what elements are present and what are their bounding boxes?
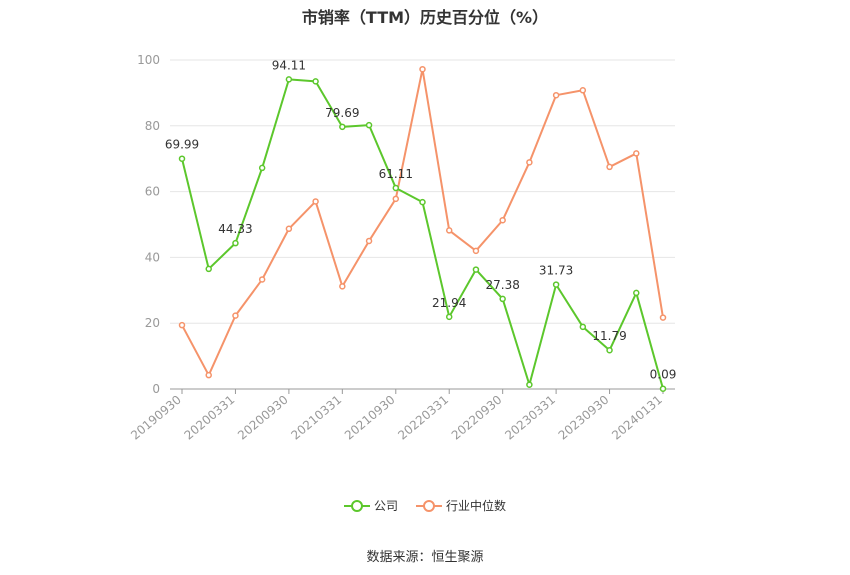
data-point-industry-median [392, 195, 400, 203]
data-point-industry-median [445, 227, 453, 234]
line-chart: 0204060801002019093020200331202009302021… [128, 53, 677, 443]
data-label: 69.99 [165, 138, 199, 152]
data-point-industry-median [526, 159, 533, 166]
data-point-company [472, 266, 480, 273]
data-point-company [339, 123, 346, 131]
data-point-industry-median [606, 163, 613, 171]
data-label: 0.09 [650, 368, 677, 382]
x-tick-label: 20230930 [556, 393, 612, 443]
data-label: 61.11 [379, 167, 413, 181]
legend-item-company[interactable]: 公司 [343, 497, 398, 514]
data-label: 31.73 [539, 264, 573, 278]
x-tick-label: 20230331 [502, 393, 558, 443]
legend-company-marker-icon [343, 499, 370, 512]
x-tick-label: 20240131 [609, 393, 665, 443]
legend: 公司 行业中位数 [0, 497, 850, 514]
data-point-company [205, 265, 212, 273]
data-point-company [552, 281, 560, 288]
x-tick-label: 20200331 [182, 393, 238, 443]
data-point-company [445, 313, 453, 321]
data-point-industry-median [472, 247, 480, 255]
data-point-company [285, 76, 293, 83]
data-point-company [499, 295, 506, 303]
y-tick-label: 100 [137, 53, 160, 67]
series-line-industry-median [181, 68, 664, 377]
data-point-industry-median [579, 87, 587, 94]
data-point-company [526, 381, 533, 388]
data-point-industry-median [499, 216, 506, 224]
data-point-industry-median [232, 312, 239, 319]
data-point-industry-median [633, 150, 640, 157]
x-tick-label: 20190930 [128, 393, 184, 443]
data-point-industry-median [178, 321, 186, 329]
x-tick-label: 20210930 [342, 393, 398, 443]
data-point-company [232, 239, 239, 247]
data-point-industry-median [205, 371, 212, 379]
legend-industry-marker-icon [416, 499, 442, 512]
legend-label-industry-median: 行业中位数 [446, 499, 507, 513]
data-label: 11.79 [592, 329, 626, 343]
data-point-industry-median [659, 314, 667, 321]
x-tick-label: 20220331 [395, 393, 451, 443]
data-point-industry-median [258, 276, 266, 283]
data-point-industry-median [312, 198, 319, 205]
data-point-industry-median [285, 225, 293, 233]
data-point-company [178, 155, 186, 162]
data-point-company [659, 385, 667, 392]
data-point-company [392, 184, 400, 192]
data-point-company [579, 323, 587, 331]
x-tick-label: 20210331 [288, 393, 344, 443]
data-label: 94.11 [272, 58, 306, 72]
data-label: 44.33 [218, 222, 252, 236]
x-tick-label: 20200930 [235, 393, 291, 443]
legend-item-industry-median[interactable]: 行业中位数 [416, 497, 506, 514]
data-point-company [419, 198, 426, 206]
data-label: 27.38 [485, 278, 519, 292]
legend-label-company: 公司 [373, 499, 398, 513]
data-point-company [365, 121, 373, 129]
data-label: 79.69 [325, 106, 359, 120]
data-point-company [633, 289, 640, 297]
chart-title: 市销率（TTM）历史百分位（%） [301, 8, 549, 27]
data-point-company [606, 346, 613, 354]
y-tick-label: 40 [145, 250, 160, 264]
y-tick-label: 20 [145, 316, 160, 330]
source-note: 数据来源：恒生聚源 [366, 550, 484, 565]
data-point-company [312, 78, 319, 85]
data-point-industry-median [339, 283, 346, 290]
data-point-industry-median [365, 237, 373, 245]
data-label: 21.94 [432, 296, 466, 310]
data-point-industry-median [552, 91, 560, 99]
data-point-company [258, 164, 266, 172]
y-tick-label: 60 [145, 185, 160, 199]
y-tick-label: 0 [152, 382, 160, 396]
x-tick-label: 20220930 [449, 393, 505, 443]
y-tick-label: 80 [145, 119, 160, 133]
data-point-industry-median [419, 65, 426, 73]
